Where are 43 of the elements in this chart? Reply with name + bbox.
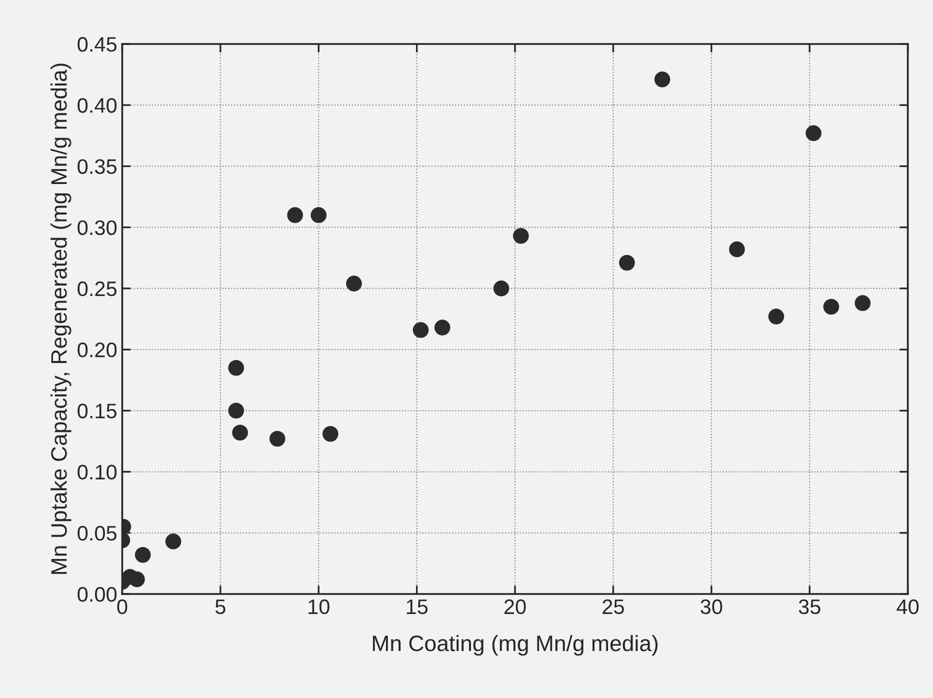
point xyxy=(493,280,510,296)
point xyxy=(165,534,182,550)
point xyxy=(619,254,635,271)
x-tick-label: 20 xyxy=(504,599,526,614)
point xyxy=(823,298,840,315)
x-axis-title: Mn Coating (mg Mn/g media) xyxy=(372,634,658,656)
y-tick-label: 0.15 xyxy=(78,404,116,418)
x-tick-label: 35 xyxy=(798,599,820,614)
x-tick-label: 0 xyxy=(117,599,128,614)
x-tick-label: 25 xyxy=(602,599,624,614)
y-tick-label: 0.25 xyxy=(78,281,116,296)
x-tick-label: 30 xyxy=(700,599,722,614)
point xyxy=(228,360,244,376)
y-tick-label: 0.40 xyxy=(78,98,117,113)
y-tick-label: 0.05 xyxy=(78,526,116,541)
point xyxy=(228,402,244,419)
x-tick-label: 40 xyxy=(896,599,919,614)
point xyxy=(310,207,327,224)
y-tick-label: 0.00 xyxy=(78,587,117,602)
y-tick-label: 0.35 xyxy=(78,159,116,174)
point xyxy=(434,320,450,336)
y-axis-title: Mn Uptake Capacity, Regenerated (mg Mn/g media) xyxy=(50,64,72,574)
point xyxy=(129,571,145,588)
point xyxy=(134,546,151,563)
y-tick-label: 0.45 xyxy=(78,36,116,52)
point xyxy=(654,72,670,88)
x-tick-label: 5 xyxy=(215,600,226,614)
y-tick-label: 0.20 xyxy=(78,342,117,358)
x-tick-label: 10 xyxy=(308,599,330,614)
y-tick-label: 0.30 xyxy=(78,220,117,236)
point xyxy=(287,207,303,224)
point xyxy=(322,426,338,442)
point xyxy=(412,322,429,338)
point xyxy=(346,276,362,292)
point xyxy=(512,228,529,244)
y-tick-label: 0.10 xyxy=(78,464,117,480)
point xyxy=(232,424,248,441)
x-tick-label: 15 xyxy=(406,600,428,614)
point xyxy=(729,241,745,258)
point xyxy=(806,125,822,142)
point xyxy=(269,430,286,447)
point xyxy=(768,308,784,324)
point xyxy=(854,295,871,312)
